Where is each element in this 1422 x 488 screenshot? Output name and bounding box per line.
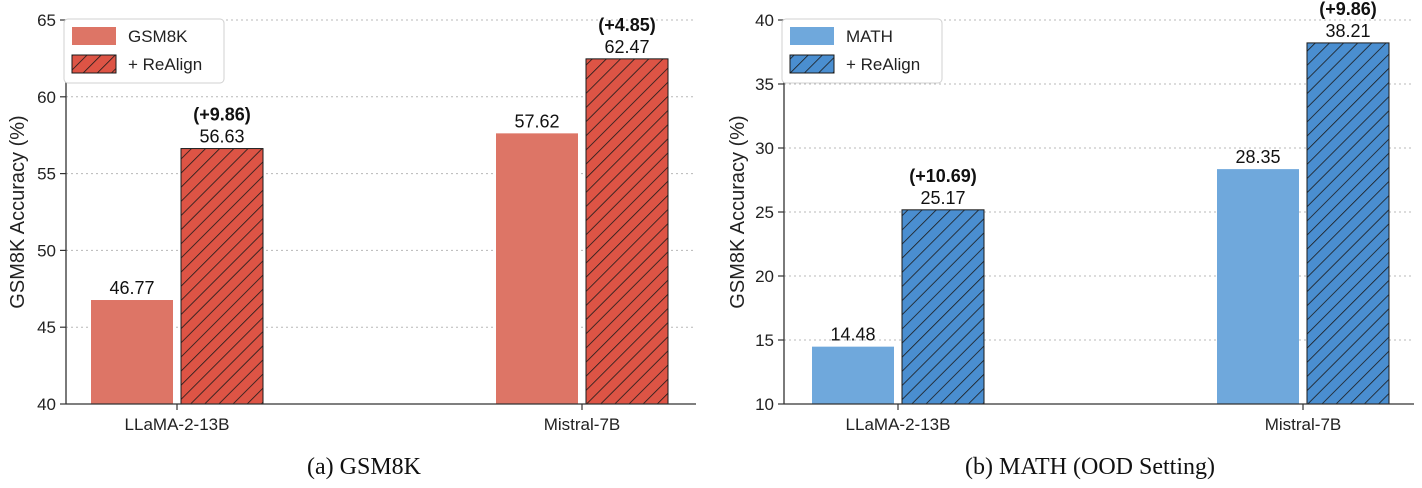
legend-swatch-realign bbox=[71, 54, 117, 74]
gain-label: (+9.86) bbox=[193, 105, 251, 125]
y-tick-label: 35 bbox=[755, 75, 774, 94]
bar-value-label: 25.17 bbox=[920, 188, 965, 208]
y-tick-label: 30 bbox=[755, 139, 774, 158]
legend: GSM8K + ReAlign bbox=[63, 18, 225, 84]
y-tick-label: 45 bbox=[37, 318, 56, 337]
y-tick-label: 15 bbox=[755, 331, 774, 350]
y-tick-label: 60 bbox=[37, 88, 56, 107]
bar-realign bbox=[1306, 42, 1390, 405]
panel-caption: (a) GSM8K bbox=[307, 454, 422, 480]
legend-label: GSM8K bbox=[128, 27, 188, 46]
chart-panel-math: 10 15 20 25 30 35 40 14.48 25.17(+10.69) LLaMA-2-… bbox=[727, 0, 1414, 480]
x-tick-label: Mistral-7B bbox=[544, 415, 621, 434]
bar-value-label: 28.35 bbox=[1235, 147, 1280, 167]
bar-value-label: 62.47 bbox=[604, 37, 649, 57]
y-axis-label: GSM8K Accuracy (%) bbox=[727, 115, 749, 308]
legend-swatch-base bbox=[790, 27, 834, 45]
legend-swatch-base bbox=[72, 27, 116, 45]
gain-label: (+10.69) bbox=[909, 166, 977, 186]
bar-value-label: 56.63 bbox=[199, 127, 244, 147]
legend-swatch-realign bbox=[789, 54, 835, 74]
bar-value-label: 57.62 bbox=[514, 111, 559, 131]
gain-label: (+9.86) bbox=[1319, 0, 1377, 19]
legend-label: + ReAlign bbox=[846, 55, 920, 74]
y-tick-label: 40 bbox=[37, 395, 56, 414]
panel-caption: (b) MATH (OOD Setting) bbox=[965, 454, 1215, 480]
bar-realign bbox=[585, 58, 669, 405]
legend-label: MATH bbox=[846, 27, 893, 46]
y-axis-label: GSM8K Accuracy (%) bbox=[7, 115, 29, 308]
legend-label: + ReAlign bbox=[128, 55, 202, 74]
y-tick-label: 10 bbox=[755, 395, 774, 414]
bar-value-label: 38.21 bbox=[1325, 21, 1370, 41]
y-tick-label: 20 bbox=[755, 267, 774, 286]
y-tick-label: 40 bbox=[755, 11, 774, 30]
bar-realign bbox=[901, 209, 985, 405]
bar-value-label: 14.48 bbox=[830, 325, 875, 345]
bar-base bbox=[91, 300, 173, 404]
bar-base bbox=[496, 133, 578, 404]
bar-value-label: 46.77 bbox=[109, 278, 154, 298]
y-tick-label: 65 bbox=[37, 11, 56, 30]
y-tick-label: 25 bbox=[755, 203, 774, 222]
bar-base bbox=[812, 346, 894, 404]
legend: MATH + ReAlign bbox=[781, 18, 943, 84]
y-tick-label: 55 bbox=[37, 165, 56, 184]
x-tick-label: LLaMA-2-13B bbox=[125, 415, 230, 434]
y-tick-label: 50 bbox=[37, 241, 56, 260]
bar-base bbox=[1217, 169, 1299, 404]
gain-label: (+4.85) bbox=[598, 15, 656, 35]
x-tick-label: Mistral-7B bbox=[1265, 415, 1342, 434]
x-tick-label: LLaMA-2-13B bbox=[846, 415, 951, 434]
chart-panel-gsm8k: 40 45 50 55 60 65 46.77 56.63(+9.86) LLaMA-2-13B… bbox=[7, 11, 696, 480]
bar-realign bbox=[180, 148, 264, 405]
